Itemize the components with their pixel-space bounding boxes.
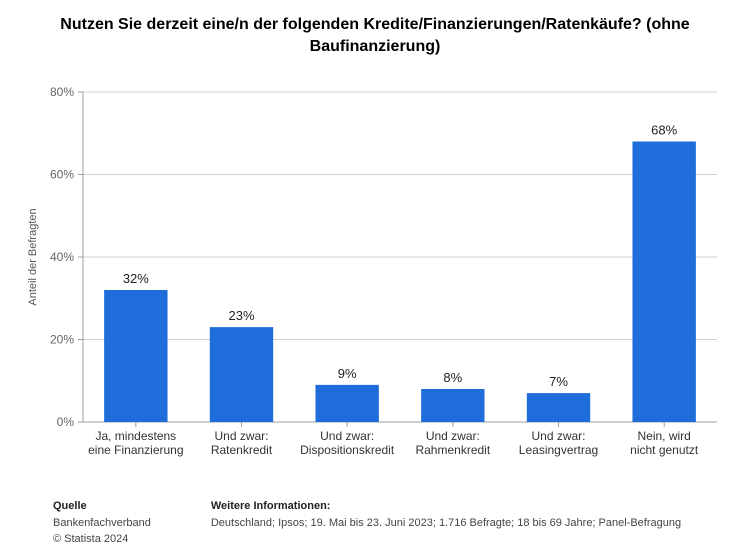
bar-chart: 0% 20% 40% 60% 80% Anteil der Befragten 32% Ja,… bbox=[18, 67, 732, 477]
svg-text:8%: 8% bbox=[443, 370, 462, 385]
svg-text:Und zwar:: Und zwar: bbox=[214, 429, 268, 443]
svg-text:Ratenkredit: Ratenkredit bbox=[211, 443, 273, 457]
bar bbox=[104, 290, 167, 422]
svg-text:0%: 0% bbox=[57, 415, 75, 429]
svg-text:68%: 68% bbox=[651, 123, 677, 138]
bar bbox=[210, 327, 273, 422]
svg-text:32%: 32% bbox=[123, 271, 149, 286]
source-line2: © Statista 2024 bbox=[53, 533, 128, 545]
svg-text:eine Finanzierung: eine Finanzierung bbox=[88, 443, 183, 457]
svg-text:20%: 20% bbox=[50, 333, 74, 347]
svg-text:Nein, wird: Nein, wird bbox=[637, 429, 690, 443]
source-label: Quelle bbox=[53, 499, 151, 514]
info-label: Weitere Informationen: bbox=[211, 499, 681, 514]
svg-text:23%: 23% bbox=[228, 308, 254, 323]
svg-text:Rahmenkredit: Rahmenkredit bbox=[415, 443, 490, 457]
source-line1: Bankenfachverband bbox=[53, 517, 151, 529]
svg-text:nicht genutzt: nicht genutzt bbox=[630, 443, 699, 457]
svg-text:9%: 9% bbox=[338, 366, 357, 381]
svg-text:Und zwar:: Und zwar: bbox=[320, 429, 374, 443]
info-text: Deutschland; Ipsos; 19. Mai bis 23. Juni… bbox=[211, 517, 681, 529]
bar bbox=[632, 142, 695, 423]
svg-text:80%: 80% bbox=[50, 85, 74, 99]
svg-text:Ja, mindestens: Ja, mindestens bbox=[95, 429, 176, 443]
chart-footer: Quelle Bankenfachverband © Statista 2024… bbox=[18, 491, 732, 547]
bar bbox=[315, 385, 378, 422]
info-block: Weitere Informationen: Deutschland; Ipso… bbox=[211, 499, 681, 547]
bar bbox=[421, 389, 484, 422]
svg-text:40%: 40% bbox=[50, 250, 74, 264]
svg-text:7%: 7% bbox=[549, 374, 568, 389]
source-block: Quelle Bankenfachverband © Statista 2024 bbox=[53, 499, 151, 547]
svg-text:Leasingvertrag: Leasingvertrag bbox=[519, 443, 598, 457]
chart-area: 0% 20% 40% 60% 80% Anteil der Befragten 32% Ja,… bbox=[18, 67, 732, 491]
svg-text:Dispositionskredit: Dispositionskredit bbox=[300, 443, 395, 457]
svg-text:Und zwar:: Und zwar: bbox=[426, 429, 480, 443]
svg-text:Anteil der Befragten: Anteil der Befragten bbox=[27, 209, 39, 306]
chart-title: Nutzen Sie derzeit eine/n der folgenden … bbox=[18, 14, 732, 57]
svg-text:60%: 60% bbox=[50, 168, 74, 182]
bar bbox=[527, 393, 590, 422]
svg-text:Und zwar:: Und zwar: bbox=[531, 429, 585, 443]
